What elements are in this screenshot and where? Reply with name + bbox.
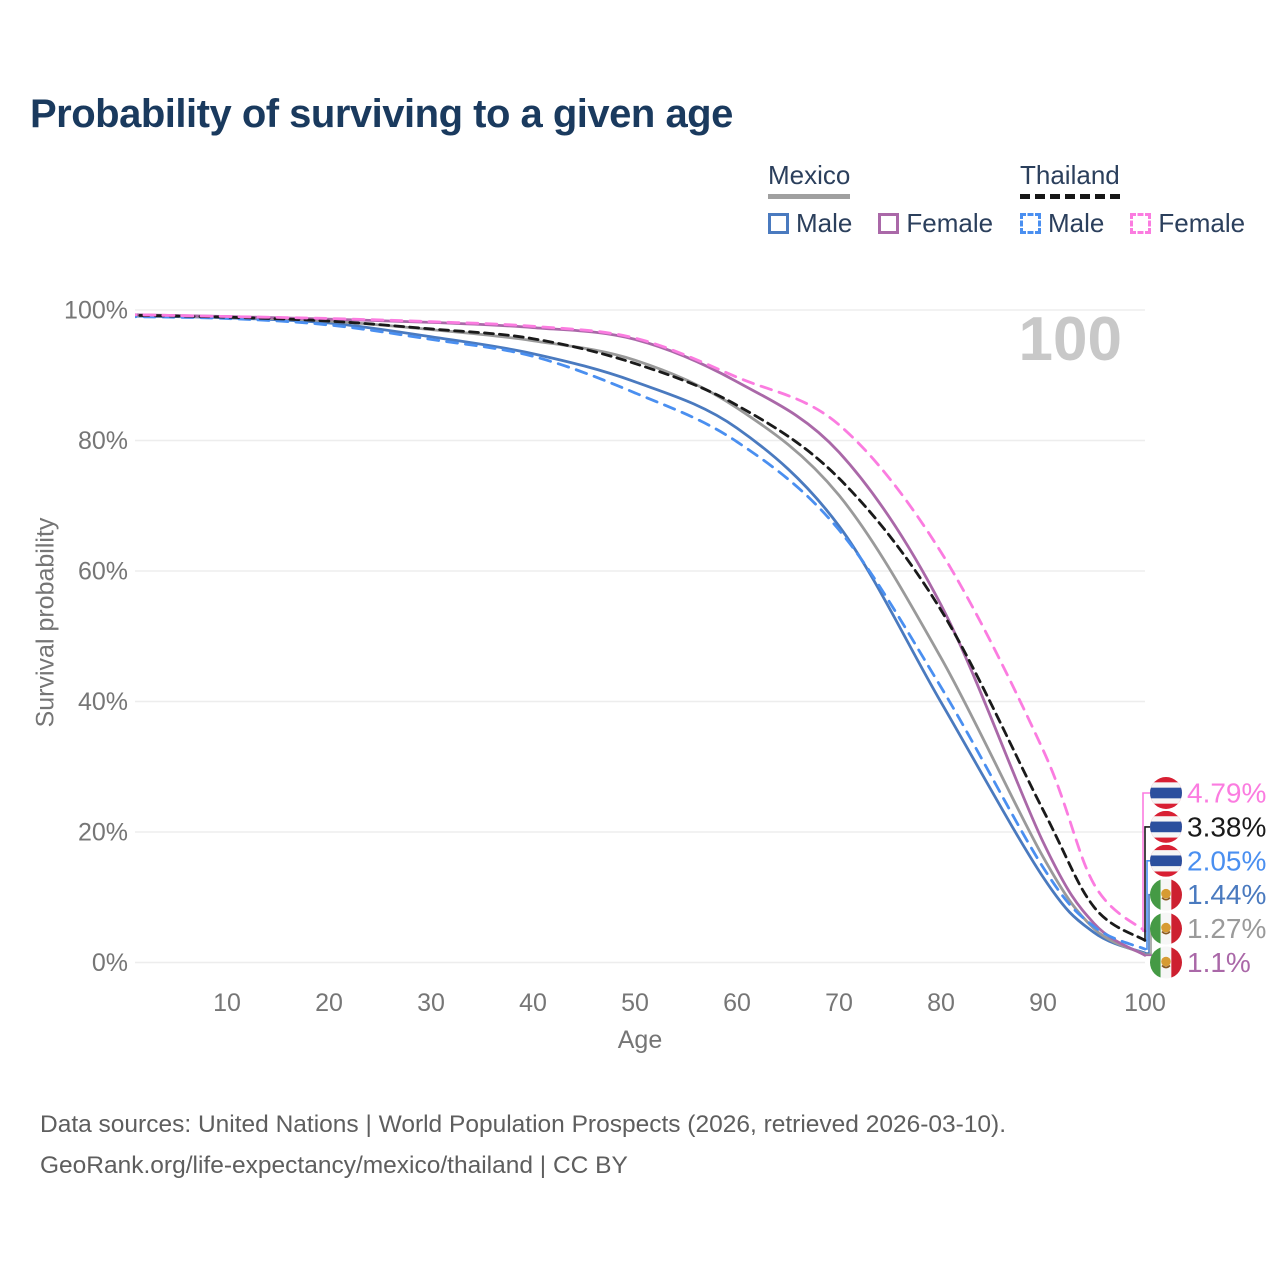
x-tick-label: 60 bbox=[723, 989, 751, 1017]
mexico-flag-icon bbox=[1150, 878, 1182, 911]
footer: Data sources: United Nations | World Pop… bbox=[40, 1104, 1006, 1186]
x-tick-label: 80 bbox=[927, 989, 955, 1017]
thailand-flag-icon bbox=[1150, 844, 1182, 877]
legend-country-thailand: Thailand bbox=[1020, 160, 1120, 199]
legend-item-thailand-male[interactable]: Male bbox=[1020, 208, 1104, 239]
thailand-flag-icon bbox=[1150, 777, 1182, 809]
end-label-thailand-total: 3.38% bbox=[1187, 811, 1266, 842]
legend-country-mexico: Mexico bbox=[768, 160, 851, 199]
leader-line bbox=[1145, 893, 1150, 954]
end-label-mexico-female: 1.1% bbox=[1187, 947, 1251, 978]
series-line-thailand-female[interactable] bbox=[125, 313, 1147, 933]
leader-line bbox=[1145, 860, 1150, 950]
legend-label: Male bbox=[1048, 208, 1105, 238]
series-line-mexico-female[interactable] bbox=[125, 313, 1147, 957]
mexico-flag-icon bbox=[1150, 946, 1182, 979]
y-tick-label: 0% bbox=[92, 949, 128, 977]
legend-label: Male bbox=[796, 208, 853, 238]
leader-line bbox=[1144, 826, 1150, 941]
thailand-female-swatch-icon bbox=[1130, 213, 1152, 234]
page-title: Probability of surviving to a given age bbox=[30, 92, 733, 136]
end-label-mexico-male: 1.44% bbox=[1187, 879, 1266, 910]
series-line-thailand-total[interactable] bbox=[125, 313, 1147, 942]
footer-attribution: GeoRank.org/life-expectancy/mexico/thail… bbox=[40, 1152, 628, 1179]
legend-label: Female bbox=[906, 208, 994, 238]
x-tick-label: 100 bbox=[1124, 989, 1166, 1017]
x-tick-label: 90 bbox=[1029, 989, 1057, 1017]
y-axis-title: Survival probability bbox=[31, 517, 60, 728]
y-tick-label: 100% bbox=[64, 297, 128, 325]
x-tick-label: 70 bbox=[825, 989, 853, 1017]
legend-group-mexico: Mexico Male Female bbox=[768, 160, 993, 239]
leader-line bbox=[1142, 792, 1150, 932]
legend-group-thailand: Thailand Male Female bbox=[1020, 160, 1245, 239]
x-tick-label: 40 bbox=[519, 989, 547, 1017]
series-line-mexico-total[interactable] bbox=[125, 313, 1147, 956]
thailand-male-swatch-icon bbox=[1020, 213, 1041, 234]
end-label-thailand-male: 2.05% bbox=[1187, 845, 1266, 876]
mexico-flag-icon bbox=[1150, 912, 1182, 945]
y-tick-label: 20% bbox=[78, 819, 128, 847]
series-line-thailand-male[interactable] bbox=[125, 315, 1147, 951]
x-tick-label: 20 bbox=[315, 989, 343, 1017]
thailand-flag-icon bbox=[1150, 810, 1182, 843]
series-line-mexico-male[interactable] bbox=[125, 314, 1147, 955]
end-label-thailand-female: 4.79% bbox=[1187, 778, 1266, 809]
y-tick-label: 80% bbox=[78, 427, 128, 455]
y-tick-label: 40% bbox=[78, 688, 128, 716]
x-tick-label: 50 bbox=[621, 989, 649, 1017]
legend-item-mexico-female[interactable]: Female bbox=[878, 208, 993, 239]
mexico-female-swatch-icon bbox=[878, 213, 900, 234]
footer-data-sources: Data sources: United Nations | World Pop… bbox=[40, 1111, 1007, 1138]
mexico-male-swatch-icon bbox=[768, 213, 789, 234]
legend-label: Female bbox=[1158, 208, 1246, 238]
end-label-mexico-total: 1.27% bbox=[1187, 913, 1266, 944]
x-tick-label: 10 bbox=[213, 989, 241, 1017]
y-tick-label: 60% bbox=[78, 558, 128, 586]
legend-item-mexico-male[interactable]: Male bbox=[768, 208, 852, 239]
legend-item-thailand-female[interactable]: Female bbox=[1130, 208, 1245, 239]
x-tick-label: 30 bbox=[417, 989, 445, 1017]
age-watermark: 100 bbox=[1019, 305, 1122, 374]
x-axis-title: Age bbox=[617, 1026, 663, 1054]
